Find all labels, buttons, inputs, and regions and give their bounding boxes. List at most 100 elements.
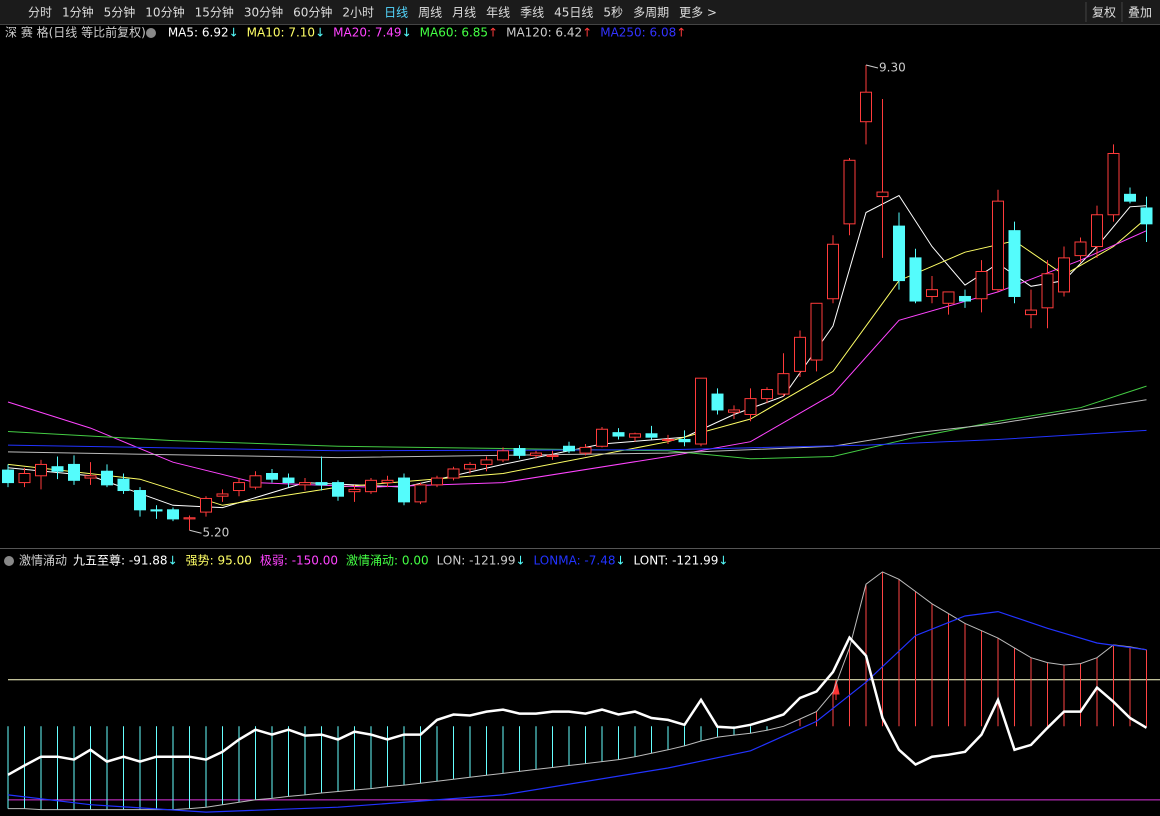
candle-body — [596, 428, 608, 447]
candle-body — [992, 200, 1004, 291]
legend-arrow: ↑ — [582, 26, 592, 40]
candle-body — [84, 475, 97, 479]
candle-body — [233, 482, 245, 492]
indicator-line — [8, 571, 1147, 811]
candle-body — [645, 433, 658, 438]
candle-body — [959, 295, 971, 302]
candle-body — [414, 484, 427, 503]
toolbar-button[interactable]: 叠加 — [1128, 6, 1152, 20]
toolbar-item[interactable]: 5分钟 — [104, 5, 136, 20]
candle-body — [365, 479, 377, 493]
annotation-pointer — [865, 64, 879, 69]
indicator-line — [7, 635, 1148, 776]
ma-line — [7, 194, 1147, 509]
toolbar-item[interactable]: 季线 — [520, 6, 544, 20]
candle-body — [761, 389, 773, 400]
toolbar-item[interactable]: 月线 — [452, 6, 476, 20]
candle-body — [1008, 230, 1021, 297]
candle-body — [579, 446, 592, 454]
candle-body — [662, 438, 674, 441]
settings-icon[interactable] — [4, 556, 14, 566]
toolbar-item[interactable]: 1分钟 — [62, 5, 94, 20]
toolbar-item[interactable]: 5秒 — [603, 6, 623, 20]
toolbar-item[interactable]: 15分钟 — [195, 5, 234, 20]
candle-body — [1041, 273, 1054, 309]
legend-label: MA60: 6.85 — [420, 26, 488, 40]
toolbar-item[interactable]: 10分钟 — [145, 5, 184, 20]
annotation-label: 5.20 — [203, 526, 230, 540]
candle-body — [513, 448, 526, 456]
legend-label: MA120: 6.42 — [506, 26, 582, 40]
toolbar-item[interactable]: 多周期 — [633, 6, 669, 20]
candle-body — [695, 377, 707, 445]
candle-body — [1124, 193, 1136, 202]
toolbar-item[interactable]: 60分钟 — [293, 5, 332, 20]
candle-body — [101, 470, 113, 486]
candle-body — [563, 445, 575, 452]
toolbar-item[interactable]: 日线 — [384, 6, 408, 20]
candle-body — [150, 509, 163, 512]
candle-body — [1074, 241, 1087, 257]
candle-body — [315, 482, 328, 486]
candle-body — [167, 509, 179, 520]
candle-body — [183, 517, 196, 520]
legend-arrow: ↓ — [718, 554, 728, 568]
legend-label: 强势: 95.00 — [186, 554, 252, 568]
candle-body — [546, 454, 559, 457]
legend-arrow: ↓ — [515, 554, 525, 568]
candle-body — [678, 438, 691, 443]
toolbar-item[interactable]: 更多 > — [679, 6, 717, 20]
candle-body — [35, 463, 47, 477]
toolbar-item[interactable]: 45日线 — [554, 6, 593, 20]
candle-body — [332, 482, 344, 497]
indicator-line — [7, 610, 1147, 813]
candle-body — [464, 463, 476, 470]
legend-arrow: ↓ — [168, 554, 178, 568]
candle-body — [200, 497, 212, 513]
candle-body — [447, 468, 460, 479]
candle-body — [216, 493, 229, 497]
legend-arrow: ↓ — [615, 554, 625, 568]
candle-body — [612, 432, 625, 437]
legend-arrow: ↑ — [676, 26, 686, 40]
candle-body — [1091, 214, 1103, 248]
legend-label: MA250: 6.08 — [600, 26, 676, 40]
candle-body — [117, 478, 130, 492]
candle-body — [18, 473, 31, 484]
legend-label: 激情涌动: 0.00 — [346, 554, 429, 568]
toolbar-item[interactable]: 年线 — [486, 6, 510, 20]
candle-body — [381, 479, 394, 484]
candle-body — [1107, 152, 1120, 216]
legend-label: LONMA: -7.48 — [534, 554, 616, 568]
candle-body — [843, 159, 856, 225]
candle-body — [744, 398, 757, 415]
toolbar-item[interactable]: 分时 — [28, 6, 52, 20]
candle-body — [827, 243, 839, 300]
candle-body — [942, 291, 955, 304]
candle-body — [68, 463, 80, 481]
candle-body — [1025, 309, 1037, 316]
toolbar-item[interactable]: 2小时 — [342, 6, 374, 20]
candle-body — [431, 477, 443, 486]
toolbar-item[interactable]: 30分钟 — [244, 5, 283, 20]
candle-body — [860, 91, 872, 123]
candle-body — [480, 459, 493, 465]
legend-arrow: ↓ — [315, 26, 325, 40]
legend-arrow: ↑ — [488, 26, 498, 40]
toolbar-item[interactable]: 周线 — [418, 6, 442, 20]
candle-body — [629, 433, 641, 438]
legend-label: MA20: 7.49 — [333, 26, 401, 40]
annotation-pointer — [189, 529, 202, 534]
settings-icon[interactable] — [146, 28, 156, 38]
toolbar-button[interactable]: 复权 — [1092, 6, 1116, 20]
ma-line — [7, 217, 1147, 506]
candle-body — [249, 475, 262, 488]
candle-body — [134, 490, 146, 511]
candle-body — [398, 477, 410, 503]
candle-body — [1058, 257, 1070, 293]
ma-line — [7, 429, 1147, 452]
candle-body — [909, 257, 922, 302]
candle-body — [348, 488, 361, 493]
